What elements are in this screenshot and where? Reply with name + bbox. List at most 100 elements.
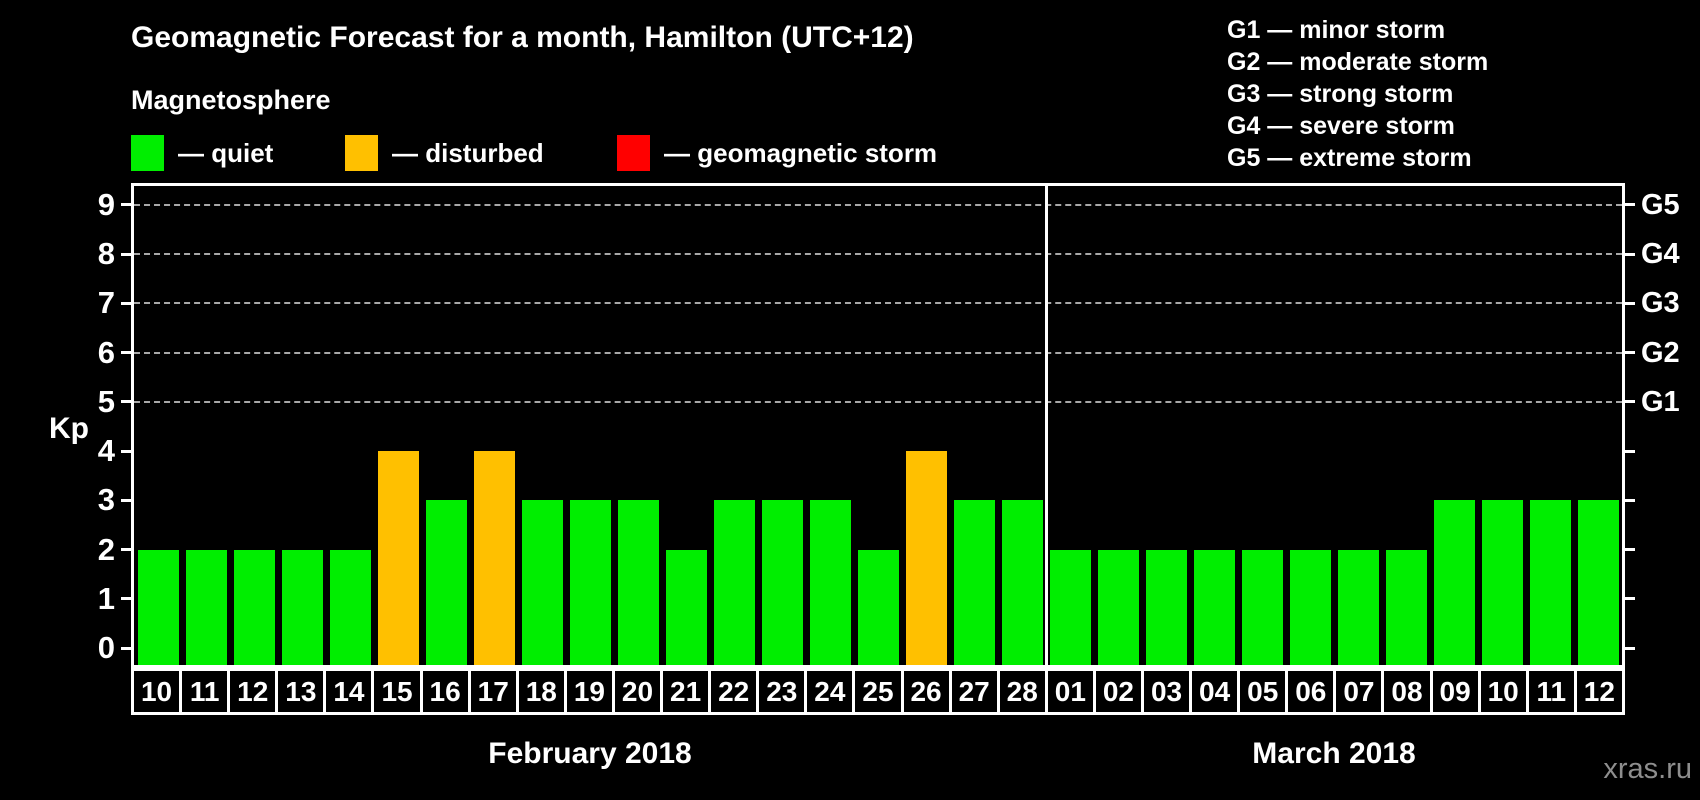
kp-bar: [1529, 500, 1571, 665]
kp-bar: [1385, 549, 1427, 665]
kp-bar: [857, 549, 899, 665]
day-cell: 13: [275, 668, 327, 715]
y-tick-mark-right: [1625, 252, 1635, 256]
kp-bar: [377, 451, 419, 665]
day-cell: 08: [1381, 668, 1433, 715]
kp-bar: [329, 549, 371, 665]
y-tick-mark-right: [1625, 548, 1635, 552]
kp-bar: [953, 500, 995, 665]
day-cell: 09: [1429, 668, 1481, 715]
day-cell: 14: [323, 668, 375, 715]
kp-bar: [1049, 549, 1091, 665]
kp-bar: [1577, 500, 1619, 665]
y-tick-label: 8: [97, 236, 115, 271]
y-tick-mark-left: [121, 646, 131, 650]
kp-bar: [1433, 500, 1475, 665]
kp-bar: [473, 451, 515, 665]
g-legend-line: G5 — extreme storm: [1227, 144, 1472, 172]
plot-area: [131, 183, 1625, 668]
gridline-kp5: [134, 400, 1622, 403]
kp-bar: [1097, 549, 1139, 665]
day-cell: 22: [708, 668, 760, 715]
kp-bar: [905, 451, 947, 665]
y-tick-mark-left: [121, 597, 131, 601]
y-tick-label: 5: [97, 383, 115, 419]
gridline-kp9: [134, 203, 1622, 206]
g-legend-line: G2 — moderate storm: [1227, 48, 1489, 76]
y-tick-label: 0: [97, 630, 115, 666]
gridline-kp8: [134, 253, 1622, 255]
day-cell: 15: [371, 668, 423, 715]
quiet-color-swatch: [131, 135, 164, 171]
magnetosphere-subtitle: Magnetosphere: [131, 85, 331, 115]
y-tick-mark-right: [1625, 203, 1635, 207]
day-cell: 18: [515, 668, 567, 715]
y-tick-mark-right: [1625, 498, 1635, 502]
kp-bar: [761, 500, 803, 665]
y-tick-mark-left: [121, 301, 131, 305]
day-cell: 28: [996, 668, 1048, 715]
y-tick-mark-left: [121, 548, 131, 552]
kp-bar: [665, 549, 707, 665]
g-scale-legend: G1 — minor storm G2 — moderate storm G3 — …: [1227, 14, 1488, 174]
y-tick-mark-right: [1625, 301, 1635, 305]
kp-bar: [569, 500, 611, 665]
day-cell: 07: [1333, 668, 1385, 715]
y-tick-mark-right: [1625, 400, 1635, 404]
y-tick-label: 4: [97, 433, 115, 469]
day-cell: 11: [179, 668, 231, 715]
kp-bar: [1193, 549, 1235, 665]
day-cell: 25: [852, 668, 904, 715]
day-cell: 04: [1189, 668, 1241, 715]
day-cell: 17: [467, 668, 519, 715]
g-legend-line: G3 — strong storm: [1227, 80, 1454, 108]
y-tick-mark-left: [121, 400, 131, 404]
day-cell: 26: [900, 668, 952, 715]
kp-bar: [809, 500, 851, 665]
y-tick-mark-left: [121, 351, 131, 355]
day-cell: 06: [1285, 668, 1337, 715]
legend-item-storm: — geomagnetic storm: [617, 134, 937, 172]
g-axis-label-g2: G2: [1641, 336, 1680, 369]
day-cell: 01: [1044, 668, 1096, 715]
kp-bar: [1289, 549, 1331, 665]
y-tick-mark-left: [121, 498, 131, 502]
y-tick-label: 7: [97, 285, 115, 321]
day-cell: 02: [1092, 668, 1144, 715]
day-cell: 24: [804, 668, 856, 715]
kp-bar: [521, 500, 563, 665]
g-legend-line: G4 — severe storm: [1227, 112, 1455, 140]
month-divider: [1044, 186, 1048, 665]
legend-item-disturbed: — disturbed: [345, 134, 544, 172]
y-tick-mark-right: [1625, 597, 1635, 601]
plot-content: [134, 186, 1622, 665]
kp-bar: [713, 500, 755, 665]
kp-bar: [1001, 500, 1043, 665]
g-legend-line: G1 — minor storm: [1227, 16, 1446, 44]
day-cell: 21: [660, 668, 712, 715]
y-tick-label: 3: [97, 482, 115, 518]
legend-label: — geomagnetic storm: [664, 137, 938, 168]
month-label: March 2018: [1252, 737, 1416, 770]
g-axis-label-g5: G5: [1641, 188, 1680, 221]
g-axis-label-g3: G3: [1641, 287, 1680, 320]
kp-bar: [1481, 500, 1523, 665]
gridline-kp7: [134, 302, 1622, 305]
storm-color-swatch: [617, 135, 650, 171]
day-cell: 20: [611, 668, 664, 715]
gridline-kp6: [134, 351, 1622, 354]
day-cell: 05: [1237, 668, 1289, 715]
kp-bar: [1241, 549, 1283, 665]
kp-bar: [617, 500, 659, 665]
y-tick-label: 1: [97, 580, 115, 616]
kp-bar: [281, 549, 323, 665]
watermark: xras.ru: [1603, 753, 1692, 785]
kp-bar: [1145, 549, 1187, 665]
kp-bar: [1337, 549, 1379, 665]
kp-bar: [425, 500, 467, 665]
kp-bar: [137, 549, 179, 665]
day-cell: 03: [1140, 668, 1193, 715]
day-cell: 10: [131, 668, 183, 715]
day-cell: 10: [1477, 668, 1529, 715]
y-tick-mark-right: [1625, 646, 1635, 650]
